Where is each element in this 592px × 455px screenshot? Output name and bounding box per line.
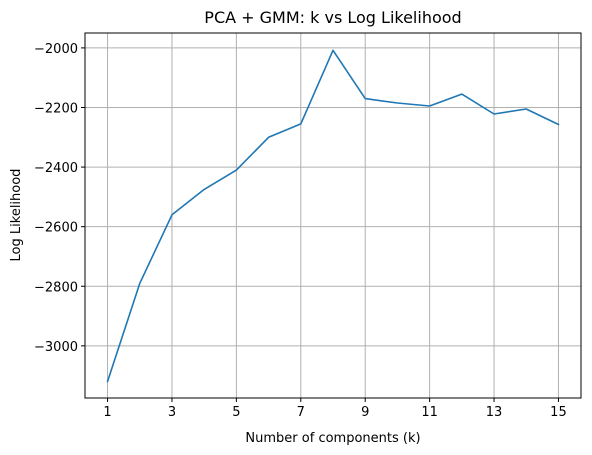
x-tick-label: 5 (232, 405, 240, 420)
plot-area (85, 33, 581, 398)
grid (85, 33, 581, 398)
y-tick-label: −3000 (34, 340, 78, 355)
x-tick-label: 7 (297, 405, 305, 420)
y-tick-label: −2600 (34, 221, 78, 236)
x-tick-label: 1 (103, 405, 111, 420)
x-tick-label: 13 (486, 405, 503, 420)
series-layer (107, 50, 558, 382)
y-tick-label: −2800 (34, 280, 78, 295)
x-axis-label: Number of components (k) (245, 431, 420, 446)
chart-title: PCA + GMM: k vs Log Likelihood (204, 8, 461, 27)
x-tick-label: 3 (168, 405, 176, 420)
y-tick-label: −2200 (34, 101, 78, 116)
x-tick-label: 15 (550, 405, 567, 420)
series-line (108, 50, 559, 381)
x-tick-label: 11 (421, 405, 438, 420)
y-tick-label: −2400 (34, 161, 78, 176)
x-tick-label: 9 (361, 405, 369, 420)
y-axis-label: Log Likelihood (9, 169, 24, 262)
y-tick-label: −2000 (34, 42, 78, 57)
